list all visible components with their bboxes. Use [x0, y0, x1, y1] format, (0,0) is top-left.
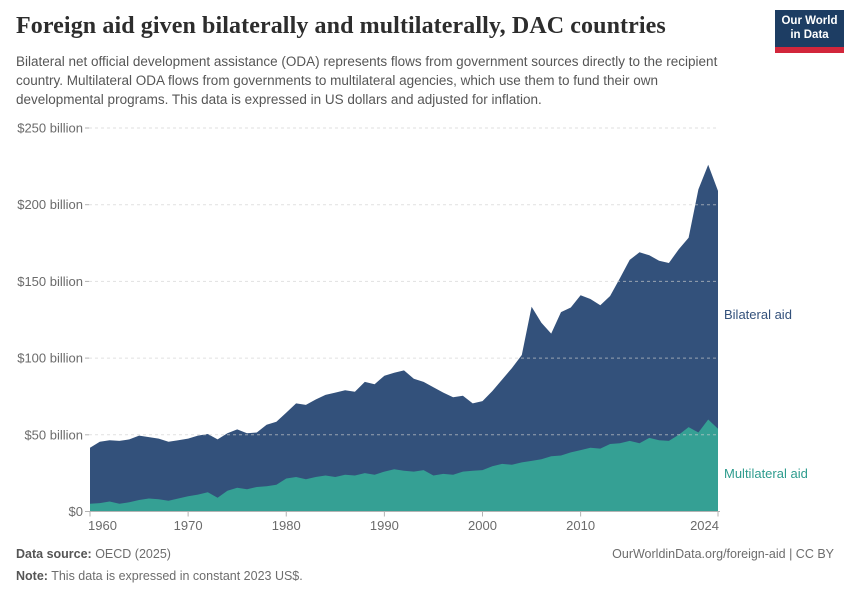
x-tick-label: 2010 — [566, 518, 595, 533]
y-tick-label: $100 billion — [17, 351, 83, 366]
chart-subtitle: Bilateral net official development assis… — [16, 54, 718, 107]
x-tick-label: 1990 — [370, 518, 399, 533]
x-tick-label: 1980 — [272, 518, 301, 533]
data-source-label: Data source: — [16, 547, 92, 561]
data-source-value: OECD (2025) — [91, 547, 171, 561]
y-tick-label: $0 — [69, 504, 83, 519]
owid-logo[interactable]: Our World in Data — [775, 10, 844, 53]
x-tick-label: 2000 — [468, 518, 497, 533]
page-title: Foreign aid given bilaterally and multil… — [16, 13, 666, 39]
x-tick-label: 1960 — [88, 518, 117, 533]
y-tick-label: $250 billion — [17, 121, 83, 136]
note-label: Note: — [16, 569, 48, 583]
y-tick-label: $200 billion — [17, 197, 83, 212]
owid-logo-line2: in Data — [790, 28, 829, 41]
x-tick-label: 1970 — [174, 518, 203, 533]
x-tick-label: 2024 — [690, 518, 719, 533]
y-tick-label: $150 billion — [17, 274, 83, 289]
series-label-multilateral: Multilateral aid — [724, 466, 808, 481]
y-tick-label: $50 billion — [24, 427, 83, 442]
series-label-bilateral: Bilateral aid — [724, 307, 792, 322]
owid-link[interactable]: OurWorldinData.org/foreign-aid | CC BY — [612, 547, 834, 561]
data-source-line: Data source: OECD (2025) — [16, 547, 171, 561]
note-line: Note: This data is expressed in constant… — [16, 569, 303, 583]
bilateral-area[interactable] — [90, 164, 718, 512]
note-value: This data is expressed in constant 2023 … — [47, 569, 303, 583]
owid-logo-line1: Our World — [781, 15, 838, 27]
multilateral-area[interactable] — [90, 419, 718, 512]
